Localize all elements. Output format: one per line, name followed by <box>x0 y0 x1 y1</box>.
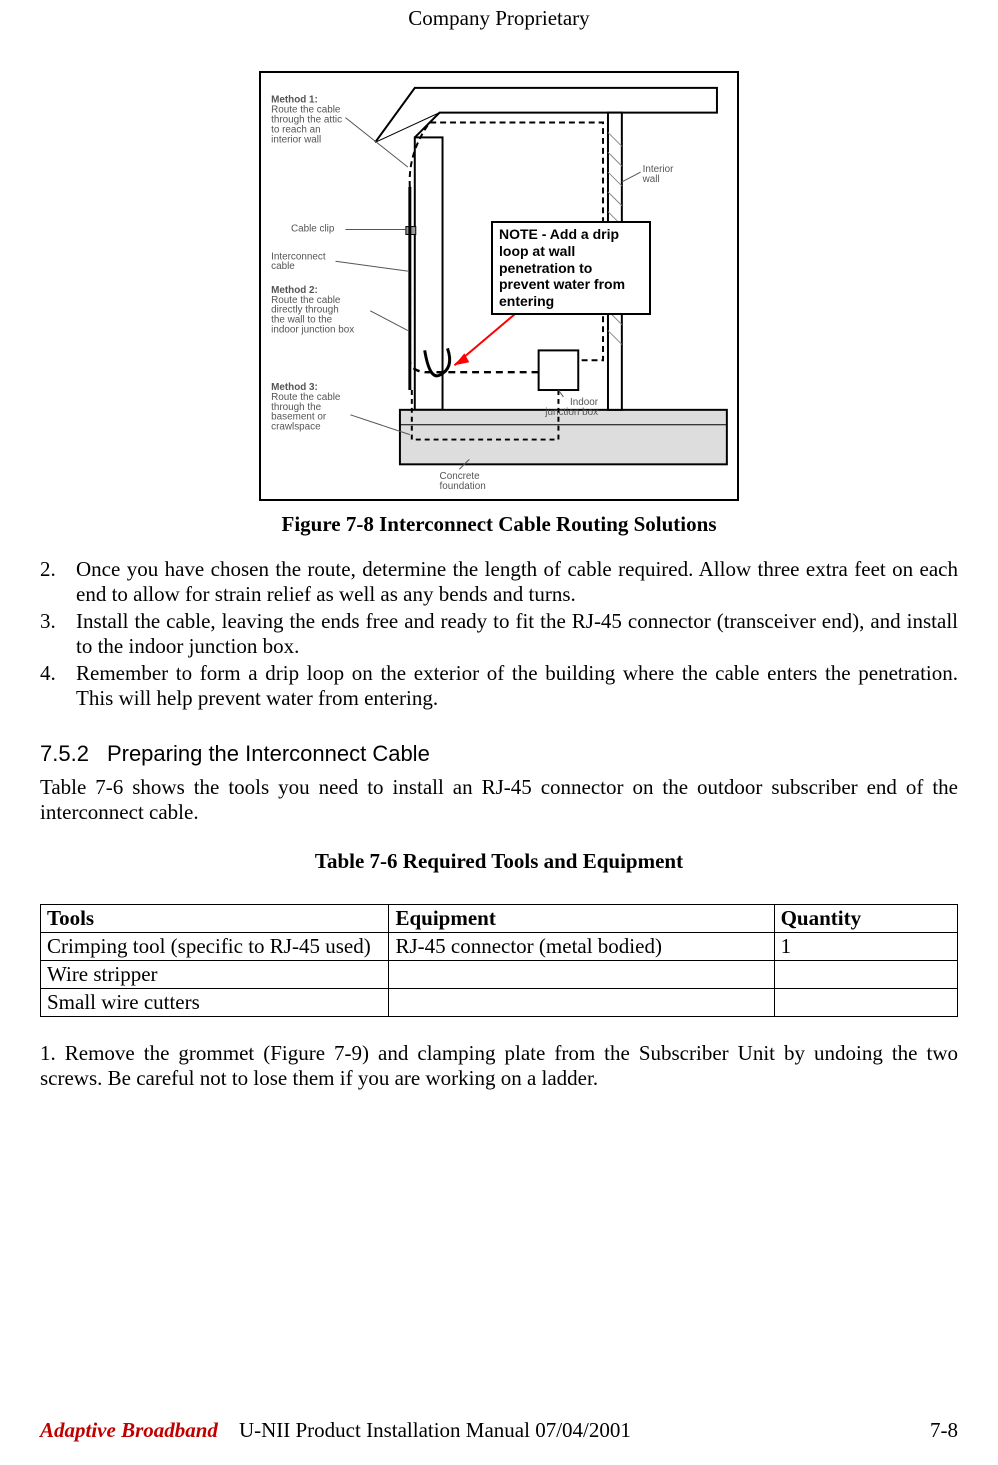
table-cell <box>389 961 774 989</box>
table-cell <box>774 961 957 989</box>
table-cell: 1 <box>774 933 957 961</box>
table-header-quantity: Quantity <box>774 905 957 933</box>
section-number: 7.5.2 <box>40 741 89 767</box>
table-row: Small wire cutters <box>41 989 958 1017</box>
tools-table: Tools Equipment Quantity Crimping tool (… <box>40 904 958 1017</box>
list-text: Once you have chosen the route, determin… <box>76 557 958 607</box>
section-heading: 7.5.2 Preparing the Interconnect Cable <box>40 741 958 767</box>
footer-title: U-NII Product Installation Manual 07/04/… <box>239 1418 631 1442</box>
list-item: 3. Install the cable, leaving the ends f… <box>40 609 958 659</box>
svg-text:Interconnectcable: Interconnectcable <box>271 251 326 272</box>
section-intro: Table 7-6 shows the tools you need to in… <box>40 775 958 825</box>
list-item: 4. Remember to form a drip loop on the e… <box>40 661 958 711</box>
svg-text:Method 3:Route the cablethroug: Method 3:Route the cablethrough thebasem… <box>271 382 341 433</box>
list-text: Remember to form a drip loop on the exte… <box>76 661 958 711</box>
table-row: Wire stripper <box>41 961 958 989</box>
svg-text:Method 2:Route the cabledirect: Method 2:Route the cabledirectly through… <box>271 285 354 336</box>
page-footer: Adaptive Broadband U-NII Product Install… <box>40 1418 958 1443</box>
table-cell <box>774 989 957 1017</box>
list-number: 3. <box>40 609 76 659</box>
figure-diagram: Method 1:Route the cablethrough the atti… <box>259 71 739 501</box>
table-header-row: Tools Equipment Quantity <box>41 905 958 933</box>
table-cell: Wire stripper <box>41 961 389 989</box>
list-item: 2. Once you have chosen the route, deter… <box>40 557 958 607</box>
figure-caption: Figure 7-8 Interconnect Cable Routing So… <box>40 512 958 537</box>
list-text: Install the cable, leaving the ends free… <box>76 609 958 659</box>
section-title: Preparing the Interconnect Cable <box>107 741 430 766</box>
footer-brand: Adaptive Broadband <box>40 1418 218 1442</box>
svg-text:Cable clip: Cable clip <box>291 224 335 235</box>
numbered-list: 2. Once you have chosen the route, deter… <box>40 557 958 711</box>
list-number: 2. <box>40 557 76 607</box>
table-row: Crimping tool (specific to RJ-45 used) R… <box>41 933 958 961</box>
table-cell: Small wire cutters <box>41 989 389 1017</box>
svg-text:Method 1:Route the cablethroug: Method 1:Route the cablethrough the atti… <box>271 95 342 146</box>
figure-container: Method 1:Route the cablethrough the atti… <box>40 71 958 537</box>
table-cell: Crimping tool (specific to RJ-45 used) <box>41 933 389 961</box>
footer-page-number: 7-8 <box>930 1418 958 1443</box>
page-header: Company Proprietary <box>40 6 958 31</box>
list-number: 4. <box>40 661 76 711</box>
table-caption: Table 7-6 Required Tools and Equipment <box>40 849 958 874</box>
table-cell: RJ-45 connector (metal bodied) <box>389 933 774 961</box>
svg-text:Concretefoundation: Concretefoundation <box>440 471 486 492</box>
svg-text:Interiorwall: Interiorwall <box>642 164 674 185</box>
figure-note-box: NOTE - Add a drip loop at wall penetrati… <box>491 221 651 315</box>
step-1-text: 1. Remove the grommet (Figure 7-9) and c… <box>40 1041 958 1091</box>
table-cell <box>389 989 774 1017</box>
svg-text:Indoorjunction box: Indoorjunction box <box>544 397 599 418</box>
table-header-equipment: Equipment <box>389 905 774 933</box>
table-header-tools: Tools <box>41 905 389 933</box>
